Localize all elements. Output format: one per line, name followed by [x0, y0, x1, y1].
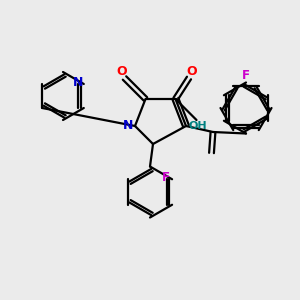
Text: O: O: [187, 65, 197, 78]
Text: F: F: [161, 171, 169, 184]
Text: OH: OH: [189, 121, 207, 131]
Text: N: N: [123, 119, 134, 132]
Text: O: O: [116, 65, 127, 78]
Text: N: N: [73, 76, 83, 89]
Text: F: F: [242, 69, 250, 82]
